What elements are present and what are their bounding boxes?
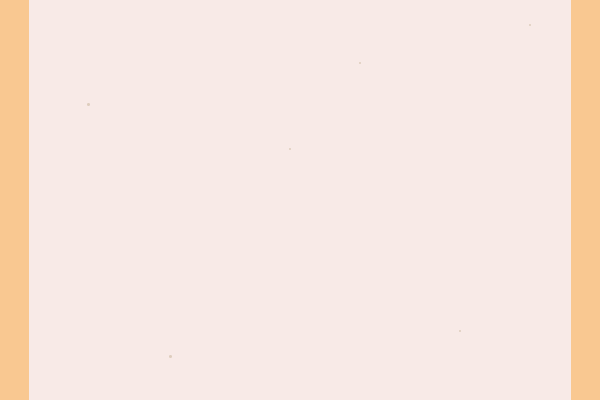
right-border-stripe xyxy=(571,0,600,400)
sparkle-dot xyxy=(459,330,461,332)
almanac-card xyxy=(29,0,571,400)
sparkle-dot xyxy=(169,355,172,358)
sparkle-dot xyxy=(359,62,361,64)
sparkle-dot xyxy=(289,148,291,150)
sparkle-dot xyxy=(529,24,531,26)
sparkle-dot xyxy=(87,103,90,106)
left-border-stripe xyxy=(0,0,29,400)
